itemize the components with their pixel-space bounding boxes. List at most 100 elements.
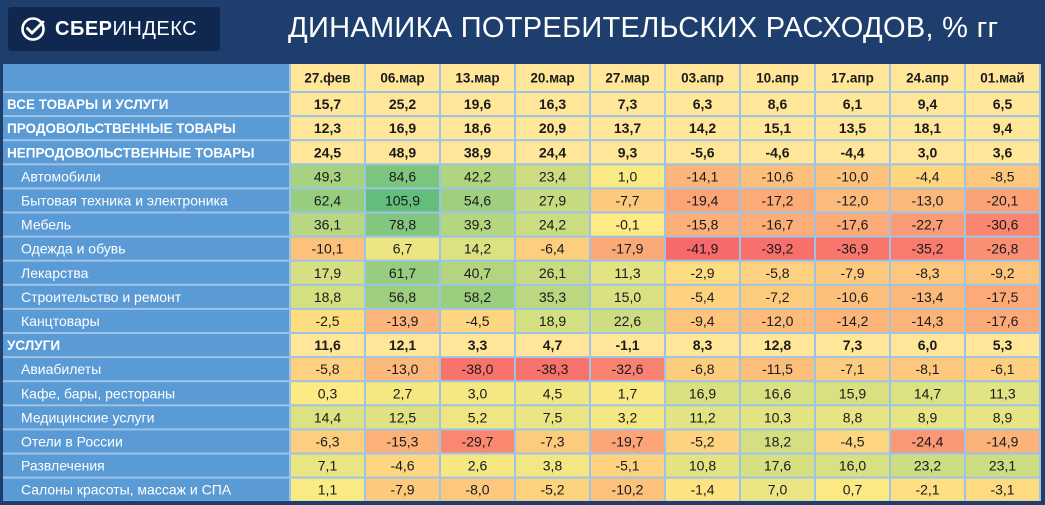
heatmap-cell: [591, 165, 664, 188]
data-label: 16,9: [689, 385, 716, 401]
data-label: -5,8: [315, 361, 339, 377]
data-label: 1,7: [618, 385, 638, 401]
data-label: 84,6: [389, 168, 416, 184]
heatmap-cell: [366, 406, 439, 429]
heatmap-cell: [516, 165, 589, 188]
data-label: 61,7: [389, 265, 416, 281]
data-label: -8,0: [465, 482, 489, 498]
data-label: -4,6: [765, 144, 789, 160]
heatmap-cell: [366, 237, 439, 260]
heatmap-cell: [366, 189, 439, 212]
heatmap-cell: [741, 189, 814, 212]
heatmap-cell: [591, 309, 664, 332]
subcategory-label: Мебель: [21, 217, 71, 233]
data-label: -4,6: [390, 458, 414, 474]
data-label: -10,1: [312, 241, 344, 257]
heatmap-cell: [741, 237, 814, 260]
heatmap-cell: [666, 382, 739, 405]
heatmap-cell: [291, 309, 364, 332]
data-label: -4,5: [465, 313, 489, 329]
data-label: -19,7: [612, 433, 644, 449]
heatmap-cell: [741, 430, 814, 453]
data-label: 11,3: [614, 265, 640, 281]
heatmap-cell: [741, 285, 814, 308]
heatmap-cell: [366, 454, 439, 477]
data-label: -4,4: [915, 168, 939, 184]
heatmap-cell: [441, 285, 514, 308]
data-label: -30,6: [987, 217, 1019, 233]
data-label: -16,7: [762, 217, 794, 233]
heatmap-cell: [966, 237, 1039, 260]
data-label: 1,1: [318, 482, 338, 498]
subcategory-label-cell: [3, 165, 289, 188]
subcategory-label-cell: [3, 454, 289, 477]
data-label: 8,9: [993, 409, 1013, 425]
data-label: 9,3: [618, 144, 638, 160]
heatmap-cell: [291, 430, 364, 453]
data-label: 35,3: [539, 289, 566, 305]
heatmap-cell: [591, 454, 664, 477]
header-label-cell: [3, 64, 289, 91]
data-label: 3,2: [618, 409, 638, 425]
data-label: 2,6: [468, 458, 488, 474]
heatmap-cell: [666, 285, 739, 308]
heatmap-cell: [591, 382, 664, 405]
heatmap-cell: [291, 141, 364, 164]
data-label: -35,2: [912, 241, 944, 257]
subcategory-label: Развлечения: [21, 458, 105, 474]
data-label: -11,5: [762, 361, 793, 377]
heatmap-cell: [816, 430, 889, 453]
heatmap-cell: [666, 141, 739, 164]
data-label: 18,2: [764, 433, 791, 449]
heatmap-cell: [516, 309, 589, 332]
data-label: 17,6: [764, 458, 791, 474]
data-label: -17,9: [612, 241, 644, 257]
header: СБЕРИНДЕКС ДИНАМИКА ПОТРЕБИТЕЛЬСКИХ РАСХ…: [0, 0, 1045, 60]
heatmap-cell: [366, 213, 439, 236]
column-header: 24.апр: [906, 71, 949, 86]
data-label: -8,5: [990, 168, 1014, 184]
heatmap-cell: [591, 334, 664, 357]
data-label: 8,6: [768, 96, 788, 112]
subcategory-label: Канцтовары: [21, 313, 100, 329]
heatmap-cell: [891, 382, 964, 405]
data-label: 3,6: [993, 144, 1013, 160]
data-label: -32,6: [612, 361, 644, 377]
data-label: 14,2: [464, 241, 491, 257]
heatmap-table: 27.фев 06.мар 13.мар 20.мар 27.мар 03.апр 10.а…: [3, 64, 1041, 501]
heatmap-cell: [291, 165, 364, 188]
column-header-cell: [591, 64, 664, 91]
heatmap-cell: [666, 165, 739, 188]
heatmap-cell: [366, 165, 439, 188]
heatmap-cell: [291, 358, 364, 381]
data-label: 16,0: [839, 458, 866, 474]
data-label: 18,9: [539, 313, 566, 329]
heatmap-cell: [741, 454, 814, 477]
heatmap-cell: [291, 454, 364, 477]
subcategory-label-cell: [3, 478, 289, 501]
data-label: 19,6: [464, 96, 491, 112]
heatmap-cell: [816, 334, 889, 357]
data-label: 15,1: [764, 120, 791, 136]
data-label: 8,8: [843, 409, 863, 425]
heatmap-cell: [816, 478, 889, 501]
heatmap-cell: [591, 213, 664, 236]
data-label: 62,4: [314, 192, 341, 208]
data-label: 23,1: [989, 458, 1016, 474]
data-label: -26,8: [987, 241, 1019, 257]
data-label: 16,3: [539, 96, 566, 112]
heatmap-cell: [816, 406, 889, 429]
heatmap-cell: [666, 117, 739, 140]
heatmap-cell: [891, 141, 964, 164]
column-header-cell: [891, 64, 964, 91]
heatmap-cell: [891, 93, 964, 116]
data-label: -5,2: [690, 433, 714, 449]
heatmap-cell: [891, 358, 964, 381]
heatmap-cell: [966, 117, 1039, 140]
data-label: 105,9: [385, 192, 420, 208]
data-label: 7,1: [318, 458, 338, 474]
data-label: 48,9: [389, 144, 416, 160]
heatmap-cell: [891, 430, 964, 453]
category-label: УСЛУГИ: [7, 338, 60, 353]
data-label: -29,7: [462, 433, 494, 449]
